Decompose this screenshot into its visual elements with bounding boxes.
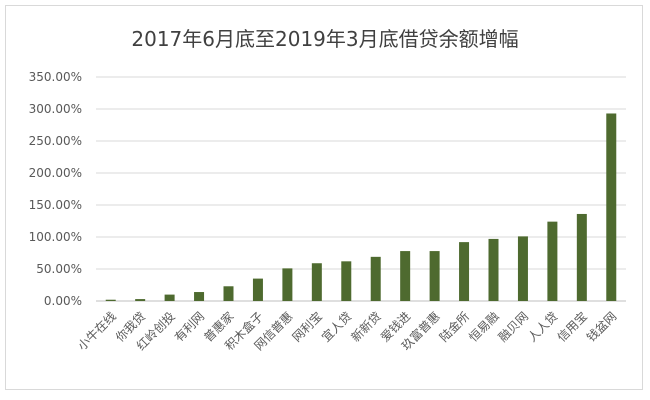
x-tick-label: 信用宝	[555, 309, 590, 344]
bar	[135, 299, 146, 301]
x-tick-label: 陆金所	[436, 309, 472, 345]
chart-title: 2017年6月底至2019年3月底借贷余额增幅	[131, 27, 518, 51]
bar	[517, 236, 528, 301]
x-tick-label: 人人贷	[525, 309, 560, 344]
bar	[164, 294, 175, 301]
y-tick-label: 250.00%	[29, 134, 82, 148]
bars	[105, 113, 617, 301]
y-tick-label: 350.00%	[29, 70, 82, 84]
x-tick-label: 小牛在线	[74, 309, 119, 354]
bar	[429, 251, 440, 301]
bar	[459, 242, 470, 301]
x-tick-label: 网利宝	[290, 309, 325, 344]
x-tick-label: 有利网	[172, 309, 207, 344]
y-tick-label: 100.00%	[29, 230, 82, 244]
bar	[311, 263, 322, 301]
bar-chart: 2017年6月底至2019年3月底借贷余额增幅 0.00% 50.00% 100.0…	[29, 27, 626, 354]
y-tick-label: 300.00%	[29, 102, 82, 116]
bar	[282, 268, 293, 301]
x-axis: 小牛在线你我贷红岭创投有利网普惠家积木盒子网信普惠网利宝宜人贷新新贷爱钱进玖富普…	[74, 309, 619, 354]
x-tick-label: 恒易融	[466, 309, 501, 344]
x-tick-label: 钱盆网	[583, 309, 619, 345]
y-axis: 0.00% 50.00% 100.00% 150.00% 200.00% 250.00% 3…	[29, 70, 82, 308]
x-tick-label: 新新贷	[348, 309, 384, 345]
bar	[400, 251, 411, 301]
y-tick-label: 200.00%	[29, 166, 82, 180]
y-tick-label: 150.00%	[29, 198, 82, 212]
gridlines	[96, 76, 626, 302]
bar	[252, 278, 263, 301]
chart-frame: 2017年6月底至2019年3月底借贷余额增幅 0.00% 50.00% 100.0…	[5, 5, 643, 390]
bar	[488, 238, 499, 301]
x-tick-label: 宜人贷	[318, 309, 354, 345]
y-tick-label: 0.00%	[44, 294, 82, 308]
bar	[194, 292, 205, 301]
bar	[105, 299, 116, 301]
x-tick-label: 融贝网	[496, 309, 531, 344]
bar	[341, 261, 352, 301]
bar	[576, 213, 587, 301]
y-tick-label: 50.00%	[36, 262, 82, 276]
bar	[223, 286, 234, 301]
bar	[547, 221, 558, 301]
bar	[370, 256, 381, 301]
bar	[606, 113, 617, 301]
